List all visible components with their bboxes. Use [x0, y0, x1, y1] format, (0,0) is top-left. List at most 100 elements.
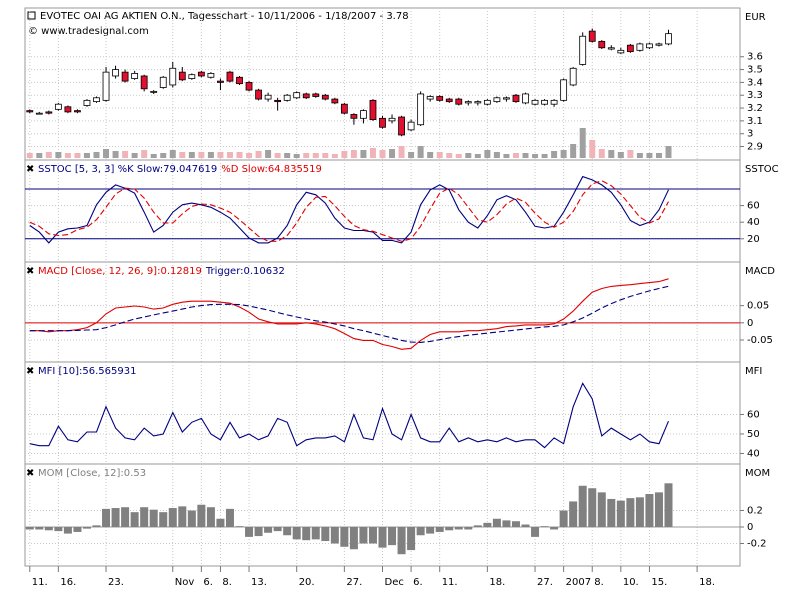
bar	[102, 508, 111, 527]
volume-bar	[503, 154, 510, 158]
candle-body	[407, 121, 415, 131]
candle-body	[369, 99, 377, 120]
volume-bar	[122, 151, 129, 158]
volume-bar	[579, 128, 586, 158]
volume-bar	[446, 153, 453, 158]
candle-body	[150, 90, 158, 93]
volume-bar	[379, 150, 386, 158]
candle-body	[503, 97, 510, 100]
series-line	[29, 180, 669, 242]
x-tick-label: 23.	[108, 577, 124, 588]
x-tick-label: Nov	[175, 577, 195, 588]
bar	[388, 526, 397, 546]
legend-entry: MFI [10]:56.565931	[38, 366, 136, 377]
candle-body	[617, 49, 625, 54]
bar	[626, 498, 635, 527]
volume-bar	[274, 153, 281, 158]
x-tick-label: 18.	[489, 577, 505, 588]
candle-body	[83, 99, 91, 106]
volume-bar	[331, 154, 338, 158]
bar	[187, 510, 196, 527]
candle-body	[217, 80, 224, 83]
x-tick-label: 6.	[413, 577, 423, 588]
candle-body	[474, 101, 482, 104]
volume-bar	[188, 152, 195, 158]
x-tick-label: 10.	[623, 577, 639, 588]
volume-bar	[369, 148, 376, 158]
title-icon	[27, 11, 36, 20]
candle-body	[159, 76, 167, 88]
bar	[569, 501, 578, 527]
bar	[340, 526, 349, 547]
volume-bar	[141, 150, 148, 158]
y-tick-label: -0.05	[747, 335, 773, 346]
y-tick-label: 3.3	[747, 90, 763, 101]
volume-bar	[589, 140, 596, 158]
bar	[121, 507, 130, 527]
bar	[168, 508, 177, 527]
volume-bar	[226, 152, 233, 158]
x-tick-label: 15.	[651, 577, 667, 588]
candle-body	[121, 71, 129, 82]
volume-bar	[408, 152, 415, 158]
x-tick-label: 27.	[346, 577, 362, 588]
bar	[359, 526, 368, 544]
volume-bar	[484, 150, 491, 158]
candle-body	[350, 114, 358, 119]
candle-body	[255, 89, 262, 100]
y-tick-label: 60	[747, 409, 760, 420]
legend-entry: Trigger:0.10632	[205, 266, 285, 277]
volume-bar	[551, 151, 558, 158]
volume-bar	[207, 152, 214, 158]
bar	[645, 494, 654, 527]
candle-body	[93, 97, 100, 103]
x-tick-label: 8.	[594, 577, 604, 588]
candle-body	[550, 99, 558, 105]
bar	[25, 526, 34, 530]
volume-bar	[389, 149, 396, 158]
candle-body	[455, 98, 463, 105]
volume-bar	[350, 150, 357, 158]
legend-entry: MOM [Close, 12]:0.53	[38, 468, 146, 479]
legend: SSTOC [5, 3, 3] %K Slow:79.047619 %D Slow…	[38, 164, 322, 175]
candle-body	[169, 67, 177, 86]
volume-bar	[398, 146, 405, 158]
candle-body	[178, 71, 186, 81]
volume-bar	[465, 153, 472, 158]
volume-bar	[74, 153, 81, 158]
bar	[349, 526, 358, 550]
candle-body	[483, 99, 491, 105]
volume-bar	[303, 153, 310, 158]
bar	[426, 526, 435, 534]
y-tick-label: 2.9	[747, 142, 763, 153]
y-tick-label: 20	[747, 234, 760, 245]
volume-bar	[560, 150, 567, 158]
candle-body	[340, 103, 348, 114]
volume-bar	[322, 153, 329, 158]
bar	[159, 512, 168, 527]
candle-body	[302, 93, 310, 99]
bar	[330, 526, 339, 544]
volume-bar	[284, 153, 291, 158]
y-tick-label: 0.2	[747, 506, 763, 517]
bar	[82, 526, 91, 529]
y-tick-label: 0	[747, 318, 753, 329]
y-tick-label: 0	[747, 522, 753, 533]
y-tick-label: -0.2	[747, 538, 767, 549]
candle-body	[197, 71, 205, 77]
bar	[292, 526, 301, 540]
bar	[73, 526, 82, 532]
volume-bar	[55, 152, 62, 158]
volume-bar	[532, 154, 539, 158]
candle-body	[112, 69, 119, 77]
bar	[44, 526, 53, 531]
candle-body	[188, 74, 196, 79]
volume-bar	[493, 152, 500, 158]
x-tick-label: 16.	[60, 577, 76, 588]
legend-icon: ✖	[26, 468, 34, 479]
bar	[635, 497, 644, 527]
candle-body	[636, 43, 644, 51]
y-tick-label: 3.1	[747, 116, 763, 127]
